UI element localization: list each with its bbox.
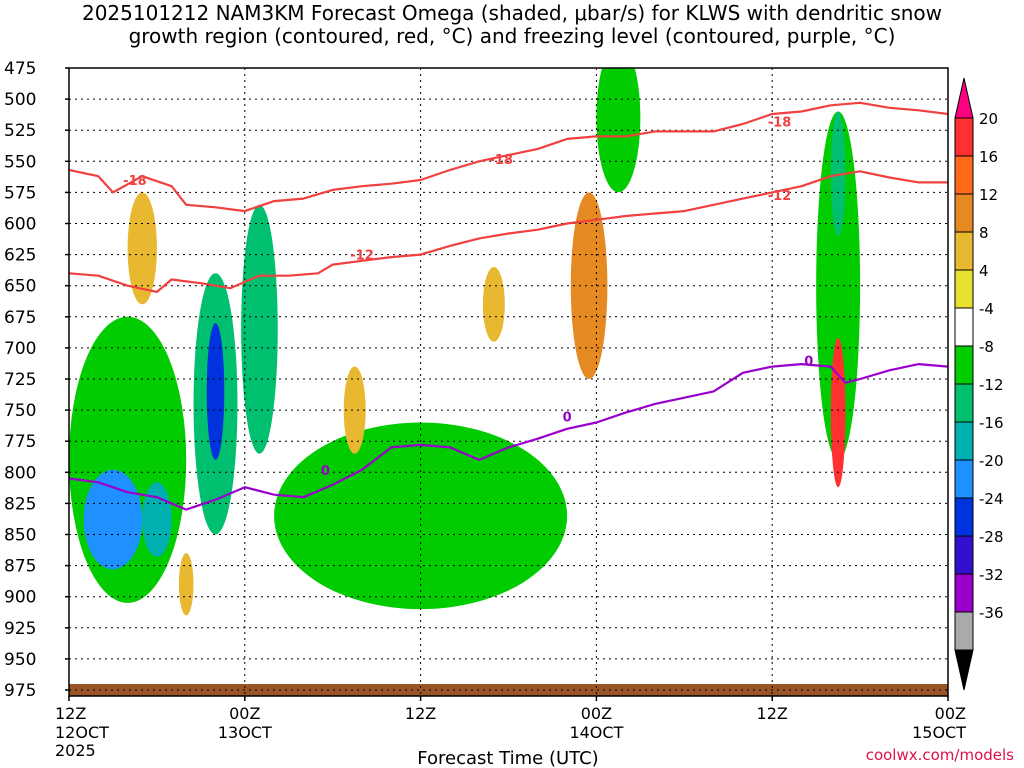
- colorbar-bin-8: [954, 421, 974, 461]
- omega-region-1: [83, 469, 143, 570]
- omega-region-2: [142, 482, 172, 557]
- omega-region-13: [482, 267, 505, 342]
- contour-label-0: -18: [123, 174, 147, 189]
- y-tick-label: 700: [4, 339, 36, 359]
- y-tick-label: 725: [4, 370, 36, 390]
- colorbar-label: -16: [979, 414, 1004, 432]
- colorbar-label: -28: [979, 528, 1004, 546]
- x-tick-date: 12OCT: [55, 723, 109, 742]
- colorbar-bin-13: [954, 611, 974, 651]
- colorbar-label: 20: [979, 110, 998, 128]
- y-tick-label: 550: [4, 152, 36, 172]
- x-tick-label: 12Z: [757, 704, 788, 723]
- omega-region-8: [596, 68, 641, 193]
- x-tick-date: 13OCT: [218, 723, 272, 742]
- x-tick-date: 14OCT: [569, 723, 623, 742]
- y-tick-label: 600: [4, 215, 36, 235]
- y-tick-label: 475: [4, 59, 36, 79]
- omega-region-16: [343, 366, 366, 454]
- contour-label-7: 0: [804, 354, 813, 369]
- omega-region-11: [830, 111, 846, 236]
- colorbar-label: 12: [979, 186, 998, 204]
- colorbar-label: 4: [979, 262, 989, 280]
- y-tick-label: 625: [4, 246, 36, 266]
- y-tick-label: 750: [4, 401, 36, 421]
- colorbar-bin-10: [954, 497, 974, 537]
- y-tick-label: 575: [4, 183, 36, 203]
- y-tick-label: 525: [4, 121, 36, 141]
- omega-region-14: [830, 337, 846, 488]
- colorbar-bin-6: [954, 345, 974, 385]
- y-tick-label: 650: [4, 277, 36, 297]
- colorbar-label: -24: [979, 490, 1004, 508]
- x-tick-label: 12Z: [405, 704, 436, 723]
- y-tick-label: 775: [4, 432, 36, 452]
- x-tick-year: 2025: [55, 741, 96, 760]
- y-tick-label: 925: [4, 619, 36, 639]
- omega-region-15: [178, 553, 194, 616]
- colorbar-bin-3: [954, 231, 974, 271]
- omega-region-5: [241, 204, 278, 454]
- x-tick-label: 00Z: [581, 704, 612, 723]
- omega-region-7: [391, 459, 480, 585]
- colorbar-bottom-arrow: [954, 649, 974, 691]
- colorbar-bin-1: [954, 155, 974, 195]
- colorbar-bin-0: [954, 117, 974, 157]
- y-tick-label: 825: [4, 494, 36, 514]
- colorbar-label: -32: [979, 566, 1004, 584]
- contour-label-1: -18: [489, 153, 513, 168]
- colorbar-top-arrow: [954, 77, 974, 119]
- colorbar-label: 8: [979, 224, 989, 242]
- x-axis-label: Forecast Time (UTC): [417, 748, 598, 768]
- omega-region-9: [596, 459, 773, 610]
- colorbar-label: -12: [979, 376, 1004, 394]
- colorbar-label: -20: [979, 452, 1004, 470]
- chart-title: 2025101212 NAM3KM Forecast Omega (shaded…: [81, 1, 943, 48]
- y-tick-label: 500: [4, 90, 36, 110]
- contour-label-4: -12: [768, 189, 792, 204]
- contour-label-6: 0: [563, 410, 572, 425]
- credit-text: coolwx.com/models: [865, 746, 1014, 764]
- omega-region-12: [570, 192, 608, 379]
- y-tick-label: 950: [4, 650, 36, 670]
- contour-label-2: -18: [768, 115, 792, 130]
- colorbar-bin-2: [954, 193, 974, 233]
- colorbar-label: 16: [979, 148, 998, 166]
- plot-frame: [68, 67, 949, 697]
- colorbar-bin-11: [954, 535, 974, 575]
- y-tick-label: 975: [4, 681, 36, 701]
- contour-line-0: [69, 101, 948, 213]
- contour-line-2: [69, 363, 948, 511]
- colorbar-label: -4: [979, 300, 994, 318]
- colorbar-bin-7: [954, 383, 974, 423]
- omega-region-17: [127, 192, 157, 305]
- contour-line-1: [69, 170, 948, 293]
- x-tick-label: 12Z: [55, 704, 86, 723]
- x-tick-date: 15OCT: [912, 723, 966, 742]
- y-tick-label: 800: [4, 463, 36, 483]
- y-tick-label: 900: [4, 588, 36, 608]
- y-tick-label: 850: [4, 526, 36, 546]
- colorbar-bin-5: [954, 307, 974, 347]
- x-tick-label: 00Z: [229, 704, 260, 723]
- y-tick-label: 875: [4, 557, 36, 577]
- contour-label-5: 0: [321, 464, 330, 479]
- colorbar-bin-9: [954, 459, 974, 499]
- y-tick-label: 675: [4, 308, 36, 328]
- contour-label-3: -12: [350, 249, 374, 264]
- colorbar-bin-4: [954, 269, 974, 309]
- colorbar-label: -36: [979, 604, 1004, 622]
- colorbar-bin-12: [954, 573, 974, 613]
- omega-region-4: [206, 323, 225, 460]
- x-tick-label: 00Z: [935, 704, 966, 723]
- colorbar-label: -8: [979, 338, 994, 356]
